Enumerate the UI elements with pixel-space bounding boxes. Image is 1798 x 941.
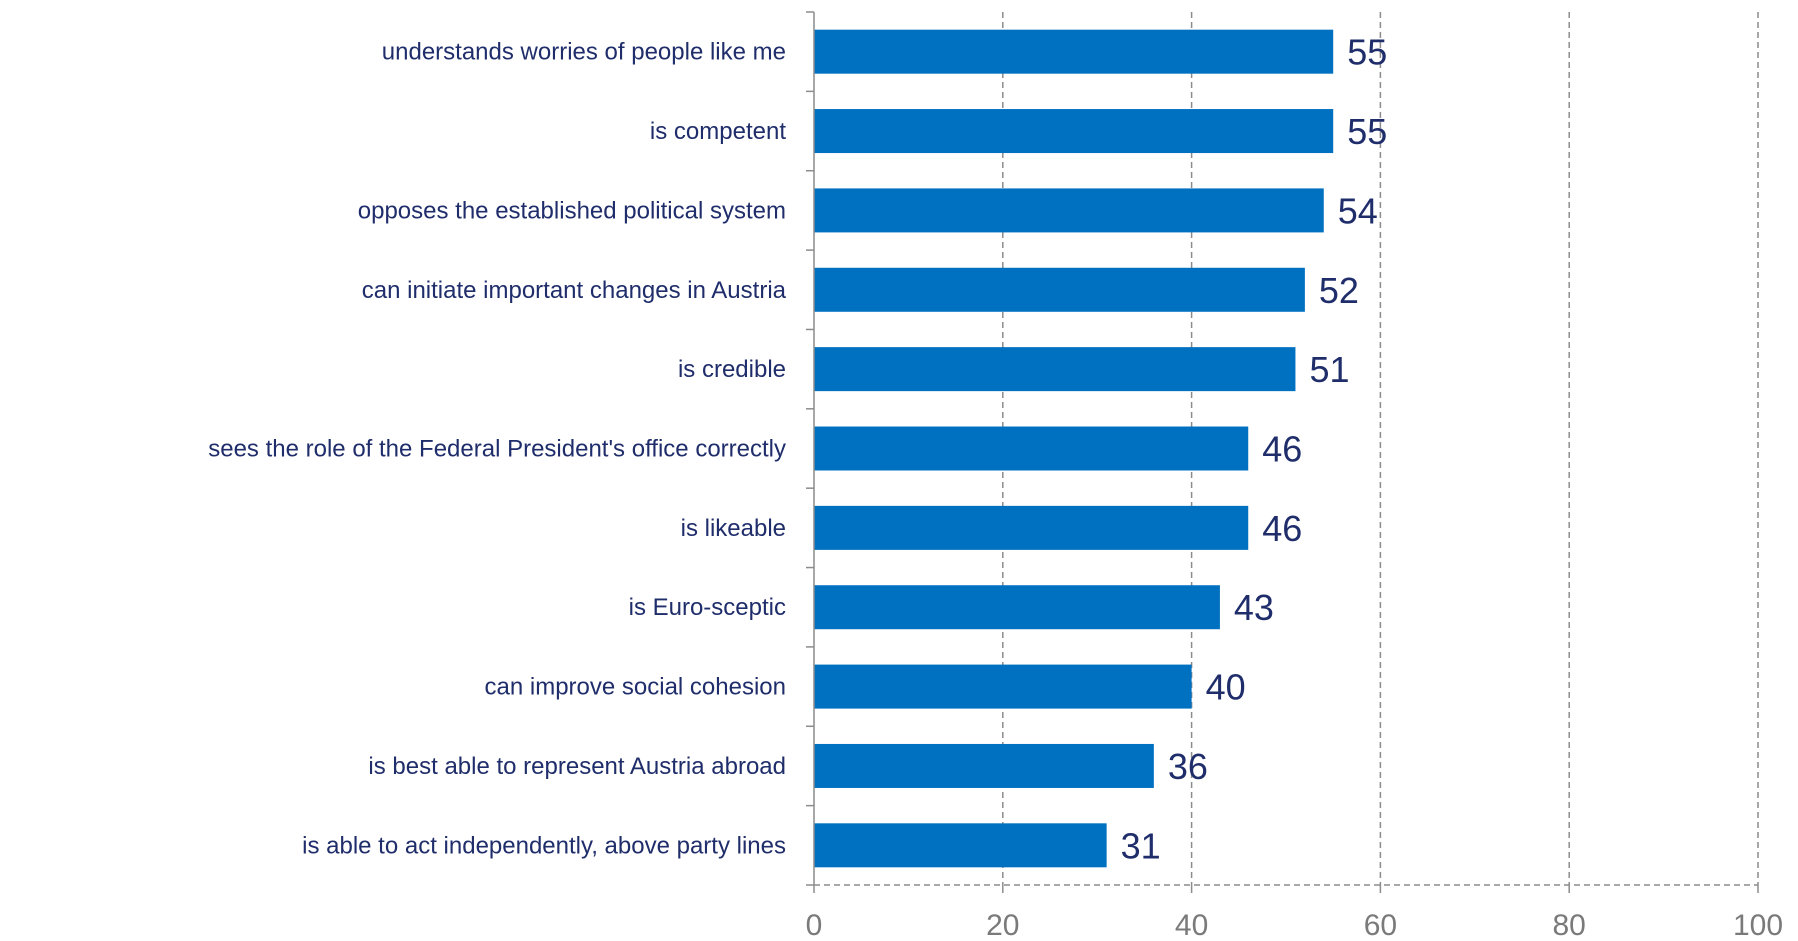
bar xyxy=(814,109,1334,154)
bar xyxy=(814,585,1220,630)
data-label: 36 xyxy=(1168,746,1208,787)
category-label: is credible xyxy=(678,356,786,383)
bar xyxy=(814,664,1192,709)
category-label: can initiate important changes in Austri… xyxy=(362,277,787,304)
data-label: 52 xyxy=(1319,270,1359,311)
data-label: 54 xyxy=(1338,190,1378,231)
data-label: 46 xyxy=(1262,508,1302,549)
x-tick-label: 100 xyxy=(1733,909,1783,941)
category-label: sees the role of the Federal President's… xyxy=(208,436,786,463)
data-label: 55 xyxy=(1347,32,1387,73)
category-label: is able to act independently, above part… xyxy=(302,832,786,859)
x-tick-label: 0 xyxy=(806,909,823,941)
bar-layer xyxy=(814,29,1334,868)
category-label: is Euro-sceptic xyxy=(629,594,786,621)
axis-layer xyxy=(806,11,1759,893)
bar xyxy=(814,29,1334,74)
category-label: is likeable xyxy=(681,515,786,542)
data-label: 46 xyxy=(1262,429,1302,470)
bar xyxy=(814,188,1324,233)
x-tick-label: 80 xyxy=(1553,909,1586,941)
bar xyxy=(814,347,1296,392)
label-layer: 0 20 40 60 80 100 understands worries of peopl… xyxy=(208,32,1783,941)
bar xyxy=(814,505,1249,550)
x-tick-label: 20 xyxy=(986,909,1019,941)
category-label: can improve social cohesion xyxy=(485,674,787,701)
category-label: is best able to represent Austria abroad xyxy=(368,753,786,780)
x-tick-label: 60 xyxy=(1364,909,1397,941)
grid-layer xyxy=(814,12,1759,886)
category-label: opposes the established political system xyxy=(358,197,786,224)
category-label: is competent xyxy=(650,118,786,145)
data-label: 51 xyxy=(1309,349,1349,390)
data-label: 40 xyxy=(1206,667,1246,708)
data-label: 43 xyxy=(1234,587,1274,628)
x-tick-label: 40 xyxy=(1175,909,1208,941)
bar xyxy=(814,823,1107,868)
bar xyxy=(814,267,1305,312)
bar xyxy=(814,426,1249,471)
bar xyxy=(814,743,1154,788)
data-label: 55 xyxy=(1347,111,1387,152)
data-label: 31 xyxy=(1121,825,1161,866)
category-label: understands worries of people like me xyxy=(382,39,786,66)
